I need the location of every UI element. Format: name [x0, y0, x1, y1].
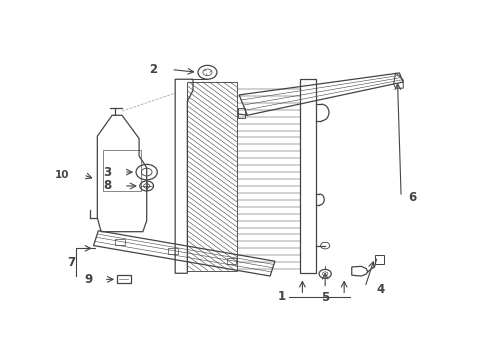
Text: 1: 1 — [278, 290, 286, 303]
Bar — [117, 275, 131, 283]
Text: 2: 2 — [149, 63, 157, 76]
Text: 6: 6 — [409, 190, 417, 203]
Text: 9: 9 — [84, 273, 93, 286]
Text: 7: 7 — [67, 256, 75, 269]
Text: 4: 4 — [376, 283, 385, 296]
Text: 10: 10 — [55, 170, 70, 180]
Text: 8: 8 — [103, 179, 111, 193]
Text: 3: 3 — [103, 166, 111, 179]
Text: 5: 5 — [321, 291, 329, 304]
